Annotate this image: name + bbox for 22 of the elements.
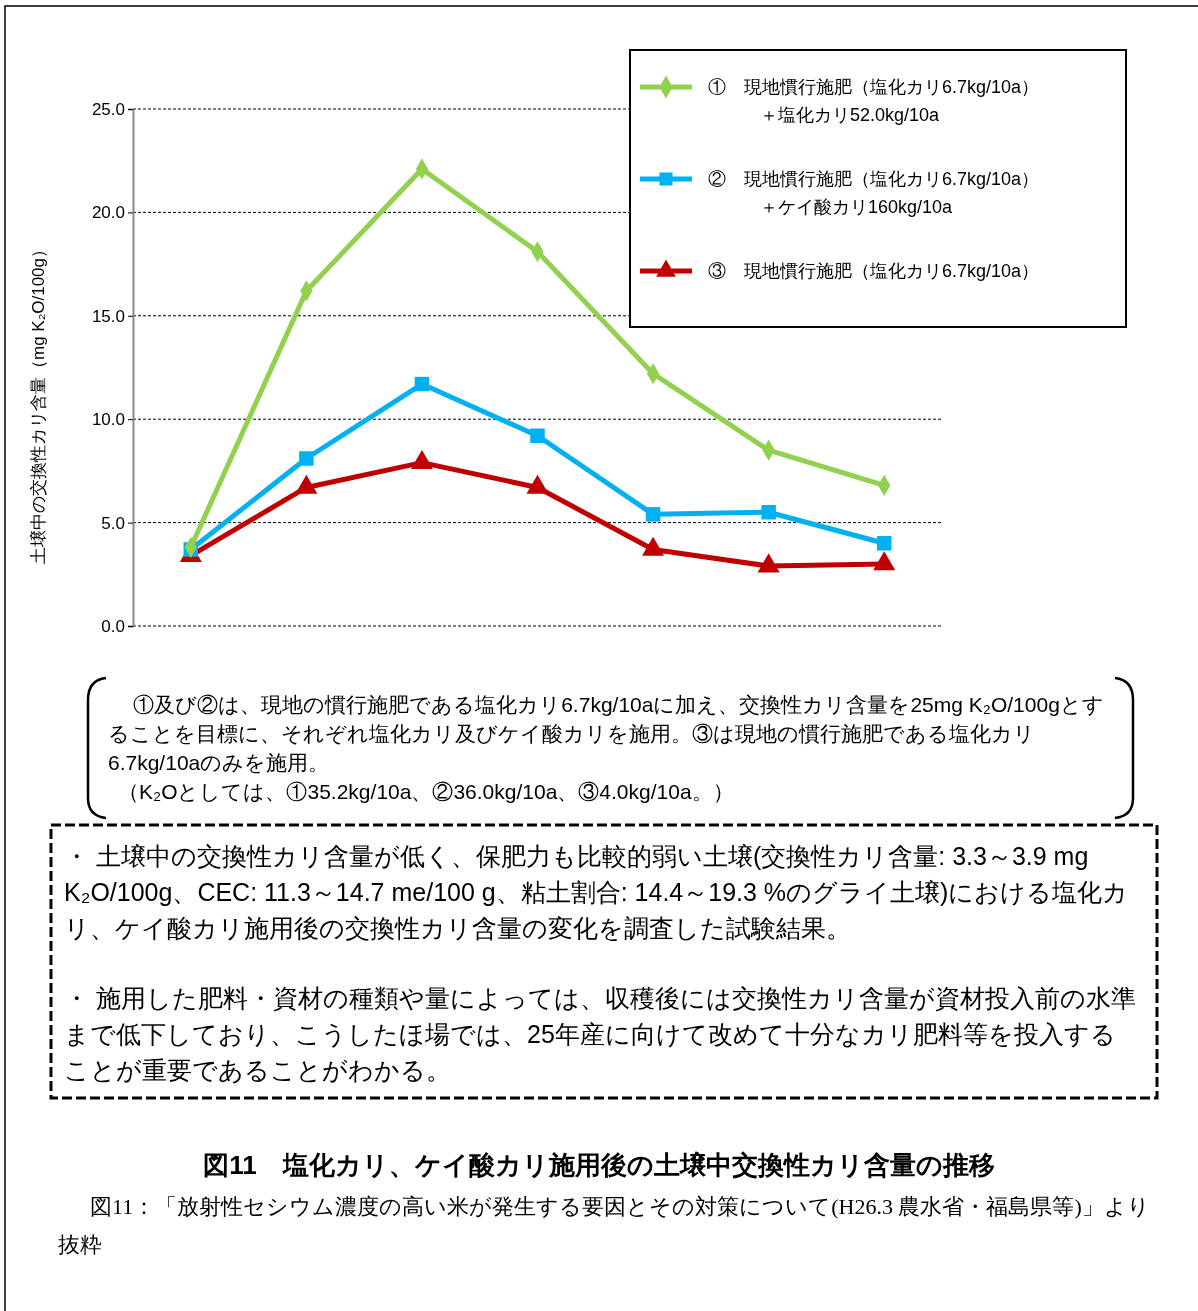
point <box>876 536 892 551</box>
caption: 図11：「放射性セシウム濃度の高い米が発生する要因とその対策について(H26.3 農水省・福島県等)」より抜粋 <box>58 1193 1151 1259</box>
text: （K₂Oとしては、①35.2kg/10a、②36.0kg/10a、③4.0kg/10a。） <box>117 779 735 805</box>
point <box>645 507 661 522</box>
legend-label: ③ 現地慣行施肥（塩化カリ6.7kg/10a） <box>708 261 1040 281</box>
y-tick-label: 0.0 <box>101 616 125 636</box>
legend-label: ② 現地慣行施肥（塩化カリ6.7kg/10a）＋ケイ酸カリ160kg/10a <box>708 169 1040 217</box>
text: ・ 土壌中の交換性カリ含量が低く、保肥力も比較的弱い土壌(交換性カリ含量: 3.3～3.9 mg K₂O/100g、CEC: 11.3～14.7 me/100 g、粘土割合: 14.4～19.3 %のグライ土壌)における塩化カリ、ケイ酸カリ施用後の交換性カリ含量の変化を調査した試験結果。 <box>64 841 1130 944</box>
point <box>761 505 776 520</box>
y-tick-label: 10.0 <box>91 410 125 430</box>
point <box>414 376 430 392</box>
text: ・ 施用した肥料・資材の種類や量によっては、収穫後には交換性カリ含量が資材投入前の水準まで低下しており、こうしたほ場では、25年産に向けて改めて十分なカリ肥料等を投入することが重要であることがわかる。 <box>64 983 1137 1086</box>
text: ①及び②は、現地の慣行施肥である塩化カリ6.7kg/10aに加え、交換性カリ含量を25mg K₂O/100gとすることを目標に、それぞれ塩化カリ及びケイ酸カリを施用。③は現地の慣行施肥である塩化カリ6.7kg/10aのみを施用。 <box>108 692 1105 776</box>
text: 図11 塩化カリ、ケイ酸カリ施用後の土壌中交換性カリ含量の推移 <box>202 1149 996 1182</box>
y-tick-label: 25.0 <box>91 99 125 119</box>
y-tick-label: 15.0 <box>91 306 125 326</box>
point <box>299 451 314 466</box>
y-axis-title: 土壌中の交換性カリ含量（mg K₂O/100g） <box>29 240 48 565</box>
y-tick-label: 20.0 <box>91 203 125 223</box>
legend-label: ① 現地慣行施肥（塩化カリ6.7kg/10a）＋塩化カリ52.0kg/10a <box>708 77 1040 125</box>
point <box>530 428 545 443</box>
y-tick-label: 5.0 <box>101 513 125 533</box>
